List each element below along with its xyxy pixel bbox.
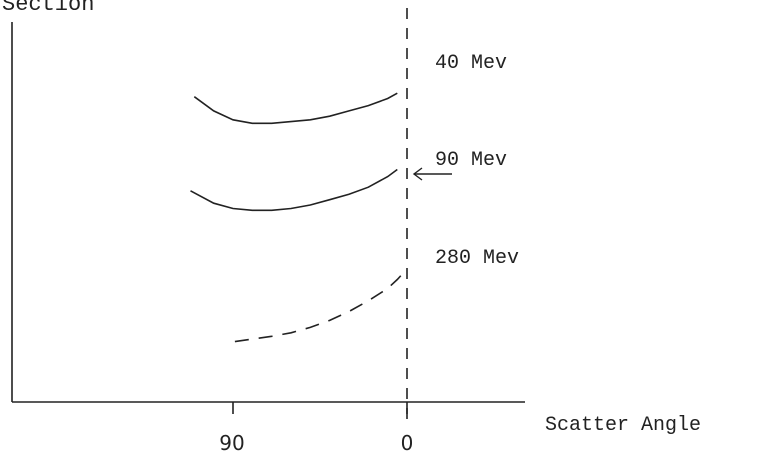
series-label-90-mev: 90 Mev — [435, 149, 507, 172]
ylabel-fragment: Section — [2, 0, 94, 17]
series-label-280-mev: 280 Mev — [435, 247, 519, 270]
tick-label-0: 0 — [401, 431, 414, 455]
series-40-mev-line — [193, 92, 398, 125]
x-axis-label: Scatter Angle — [545, 414, 701, 437]
series-280-mev-line — [234, 268, 408, 343]
series-90-mev-line — [190, 168, 398, 212]
arrow-head-icon — [412, 167, 423, 181]
series-label-40-mev: 40 Mev — [435, 52, 507, 75]
tick-label-90: 90 — [219, 431, 244, 455]
